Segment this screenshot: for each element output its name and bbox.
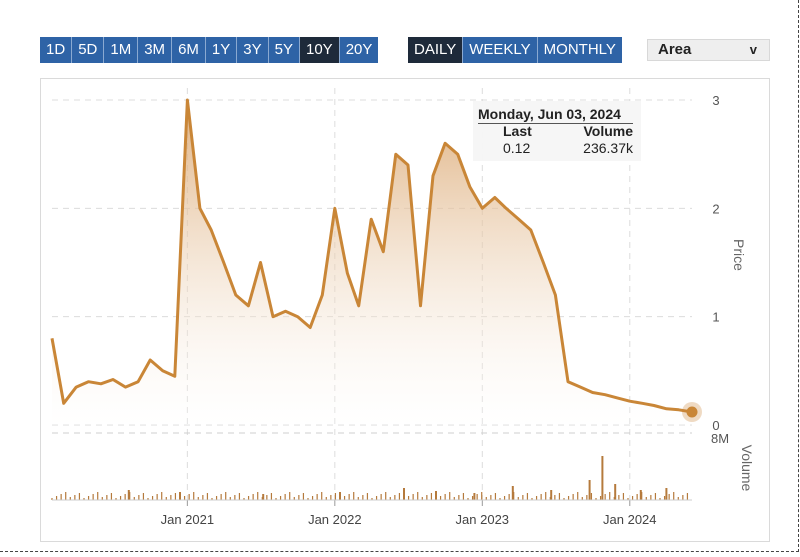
tooltip-volume-header: Volume (583, 123, 633, 139)
tooltip-last-header: Last (503, 123, 532, 139)
y-tick-label: 3 (712, 93, 719, 108)
frequency-daily-button[interactable]: DAILY (408, 37, 464, 63)
range-3m-button[interactable]: 3M (138, 37, 173, 63)
range-button-group: 1D 5D 1M 3M 6M 1Y 3Y 5Y 10Y 20Y (40, 37, 379, 63)
volume-tick-label: 8M (711, 431, 729, 446)
x-tick-label: Jan 2021 (161, 512, 215, 527)
y-tick-label: 2 (712, 201, 719, 216)
price-area (52, 100, 692, 425)
y-tick-label: 0 (712, 418, 719, 433)
range-6m-button[interactable]: 6M (172, 37, 206, 63)
range-1y-button[interactable]: 1Y (205, 37, 238, 63)
range-5d-button[interactable]: 5D (72, 37, 105, 63)
tooltip-last-value: 0.12 (503, 140, 531, 156)
x-tick-label: Jan 2023 (456, 512, 510, 527)
frequency-weekly-button[interactable]: WEEKLY (463, 37, 538, 63)
range-20y-button[interactable]: 20Y (339, 37, 379, 63)
range-5y-button[interactable]: 5Y (268, 37, 300, 63)
frequency-monthly-button[interactable]: MONTHLY (537, 37, 622, 63)
volume-axis-title: Volume (739, 445, 755, 492)
range-1d-button[interactable]: 1D (40, 37, 73, 63)
tooltip-volume-value: 236.37k (583, 140, 633, 156)
frequency-button-group: DAILY WEEKLY MONTHLY (408, 37, 622, 63)
y-tick-label: 1 (712, 310, 719, 325)
y-axis-title: Price (731, 239, 747, 271)
chart-type-value: Area (658, 41, 692, 58)
range-10y-button[interactable]: 10Y (299, 37, 340, 63)
tooltip-divider (478, 123, 633, 124)
range-3y-button[interactable]: 3Y (237, 37, 269, 63)
price-line (50, 98, 693, 414)
chevron-down-icon: v (749, 42, 757, 57)
range-toolbar: 1D 5D 1M 3M 6M 1Y 3Y 5Y 10Y 20Y (40, 37, 379, 63)
chart-tooltip: Monday, Jun 03, 2024 Last Volume 0.12 23… (473, 101, 641, 161)
chart-type-select[interactable]: Area v (647, 39, 770, 61)
range-1m-button[interactable]: 1M (104, 37, 139, 63)
x-tick-label: Jan 2022 (308, 512, 362, 527)
tooltip-date: Monday, Jun 03, 2024 (478, 106, 621, 122)
x-tick-label: Jan 2024 (603, 512, 657, 527)
last-point-marker (686, 406, 698, 418)
